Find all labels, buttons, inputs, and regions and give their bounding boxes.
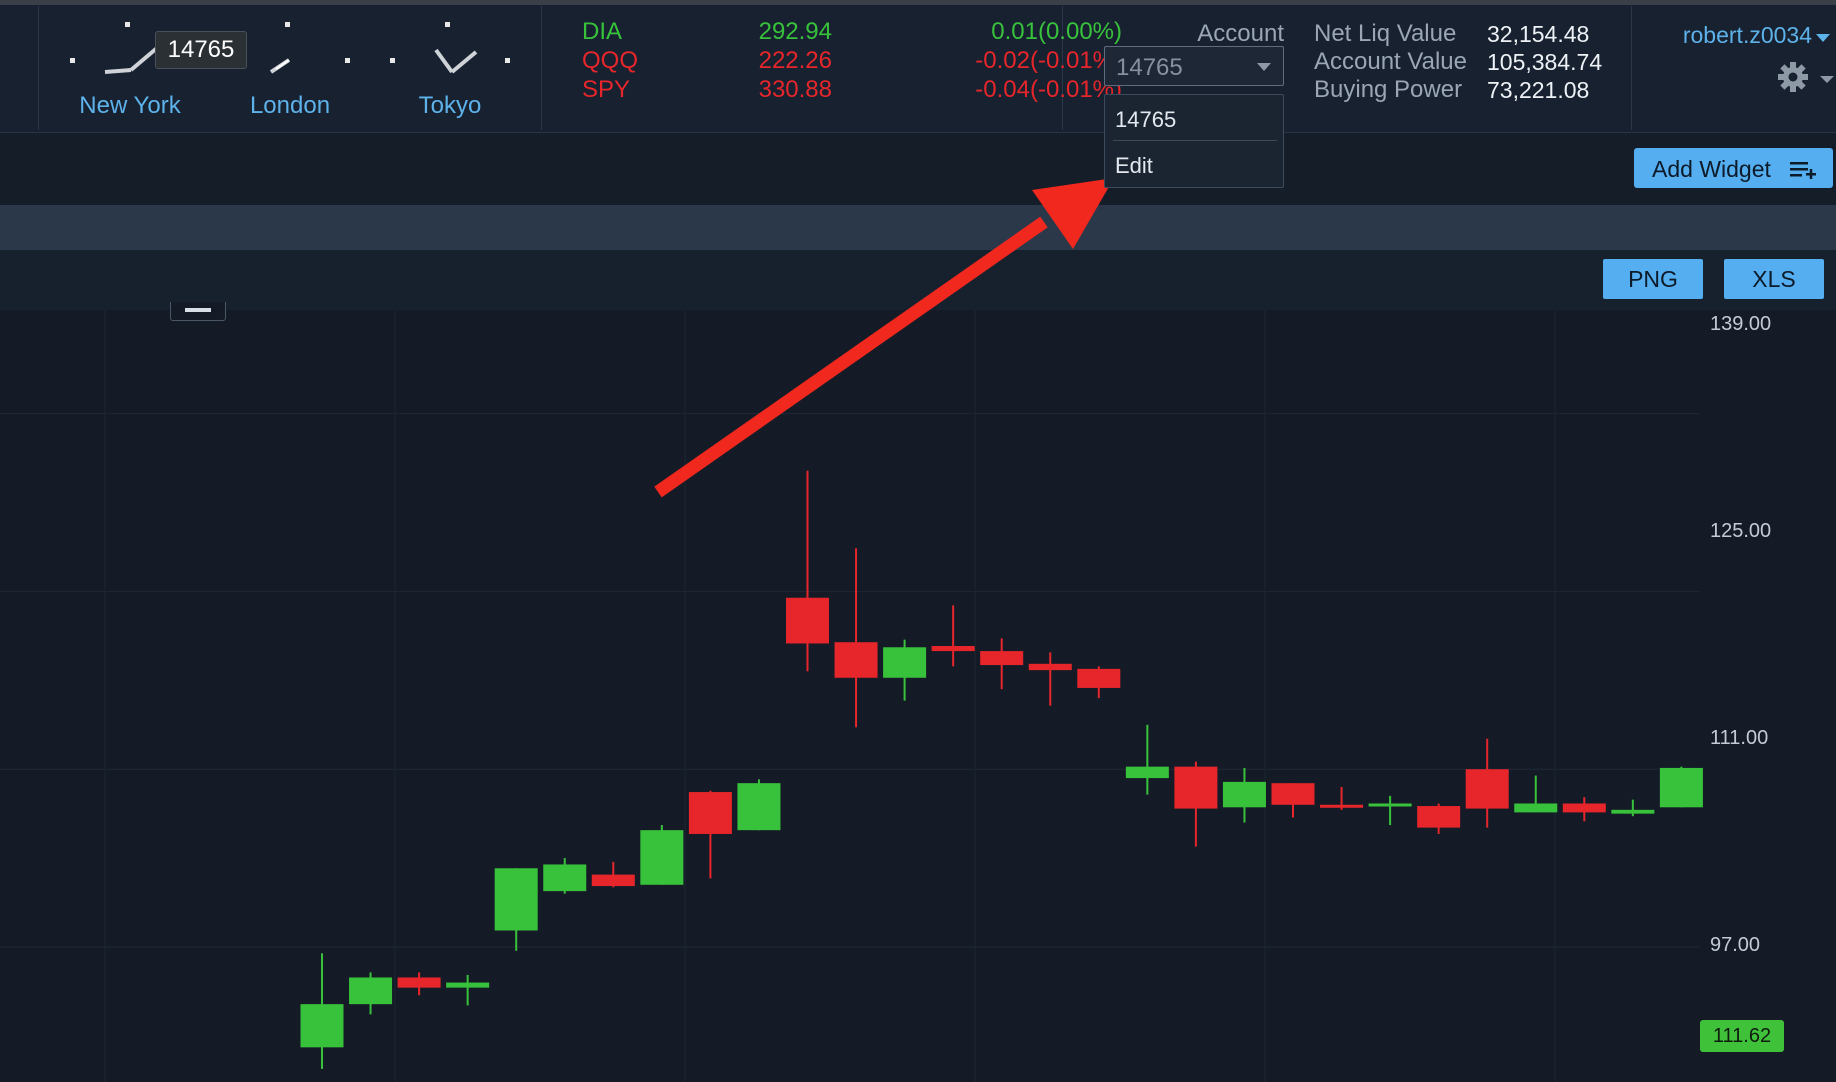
clock-tokyo[interactable]: Tokyo [375, 14, 525, 119]
header-divider [1631, 6, 1632, 130]
net-liq-label: Net Liq Value [1314, 20, 1457, 47]
add-widget-label: Add Widget [1652, 156, 1771, 182]
clock-label: Tokyo [418, 92, 482, 119]
clock-face-icon [70, 22, 159, 74]
export-xls-button[interactable]: XLS [1724, 259, 1824, 299]
ticker-row-qqq[interactable]: QQQ 222.26 -0.02(-0.01%) [582, 47, 1122, 77]
account-select[interactable]: 14765 [1104, 46, 1284, 86]
candle-body [688, 792, 732, 834]
add-widget-button[interactable]: Add Widget [1634, 148, 1833, 188]
widget-toolbar [0, 133, 1836, 205]
candle-body [883, 647, 927, 678]
buying-power-label: Buying Power [1314, 76, 1463, 103]
clock-tooltip: 14765 [155, 31, 247, 69]
candle-body [1174, 766, 1218, 809]
minus-icon [185, 308, 211, 312]
clock-face-icon [269, 22, 350, 74]
candle-body [1271, 783, 1315, 805]
ticker-symbol: DIA [582, 18, 623, 45]
account-select-value: 14765 [1116, 54, 1183, 81]
candle-body [1222, 781, 1266, 808]
chevron-down-icon[interactable] [1816, 34, 1830, 42]
y-axis-tick-label: 125.00 [1710, 520, 1772, 542]
clock-label: New York [79, 92, 181, 119]
header-divider [38, 6, 39, 130]
widget-title-bar[interactable] [0, 205, 1836, 250]
gear-icon[interactable] [1776, 60, 1810, 94]
header-divider [541, 6, 542, 130]
dropdown-option-edit[interactable]: Edit [1115, 153, 1153, 178]
candle-body [1562, 803, 1606, 813]
candle-body [446, 982, 490, 988]
y-axis-tick-label: 97.00 [1710, 934, 1761, 956]
candle-body [980, 651, 1024, 666]
top-border [0, 0, 1836, 5]
ticker-change: -0.02(-0.01%) [975, 47, 1122, 74]
top-header: New York London Tokyo 14765 DIA 292.94 0… [0, 0, 1836, 133]
candle-body [1077, 668, 1121, 688]
candle-body [1028, 663, 1072, 671]
price-chart[interactable]: 139.00 125.00 111.00 97.00 111.62 [0, 310, 1836, 1082]
candle-body [300, 1004, 344, 1048]
candle-body [397, 977, 441, 988]
ticker-row-spy[interactable]: SPY 330.88 -0.04(-0.01%) [582, 76, 1122, 106]
clock-new-york[interactable]: New York [55, 14, 205, 119]
candle-body [1368, 803, 1412, 807]
user-menu[interactable]: robert.z0034 [1682, 22, 1812, 48]
chevron-down-icon[interactable] [1820, 76, 1834, 83]
candle-body [1465, 769, 1509, 809]
add-widget-icon [1790, 162, 1816, 179]
candle-body [1611, 809, 1655, 814]
candlestick-chart[interactable] [0, 310, 1836, 1082]
last-price-badge: 111.62 [1700, 1020, 1784, 1052]
y-axis-tick-label: 139.00 [1710, 313, 1772, 335]
candle-body [543, 864, 587, 892]
dropdown-divider [1113, 140, 1277, 141]
clock-face-icon [390, 22, 510, 74]
candle-body [1125, 766, 1169, 779]
y-axis-tick-label: 111.00 [1710, 727, 1769, 749]
account-dropdown-menu: 14765 Edit [1104, 94, 1284, 188]
ticker-price: 330.88 [758, 76, 832, 103]
candle-body [786, 597, 829, 644]
candle-body [1659, 767, 1703, 808]
chevron-down-icon [1257, 63, 1271, 71]
clock-label: London [249, 92, 331, 119]
candle-body [1417, 806, 1461, 828]
account-value-label: Account Value [1314, 48, 1467, 75]
candle-body [1514, 803, 1558, 813]
net-liq-value: 32,154.48 [1487, 21, 1590, 47]
dropdown-option-account[interactable]: 14765 [1115, 107, 1177, 132]
candle-body [931, 646, 975, 652]
ticker-price: 222.26 [758, 47, 832, 74]
candle-body [834, 642, 878, 678]
candle-body [640, 830, 684, 885]
candle-body [494, 868, 538, 931]
account-label: Account [1197, 20, 1284, 47]
candle-body [1320, 804, 1364, 808]
header-divider [1062, 6, 1063, 130]
account-value-value: 105,384.74 [1487, 49, 1603, 75]
ticker-price: 292.94 [758, 18, 832, 45]
ticker-row-dia[interactable]: DIA 292.94 0.01(0.00%) [582, 18, 1122, 48]
ticker-change: -0.04(-0.01%) [975, 76, 1122, 103]
ticker-symbol: SPY [582, 76, 631, 103]
candle-body [737, 783, 781, 831]
ticker-symbol: QQQ [582, 47, 639, 74]
buying-power-value: 73,221.08 [1487, 77, 1590, 103]
ticker-change: 0.01(0.00%) [991, 18, 1122, 45]
chart-toolbar [0, 250, 1836, 310]
collapse-handle[interactable] [170, 302, 226, 321]
clock-london[interactable]: London [215, 14, 365, 119]
candle-body [349, 977, 393, 1005]
export-png-button[interactable]: PNG [1603, 259, 1703, 299]
candle-body [591, 874, 635, 887]
